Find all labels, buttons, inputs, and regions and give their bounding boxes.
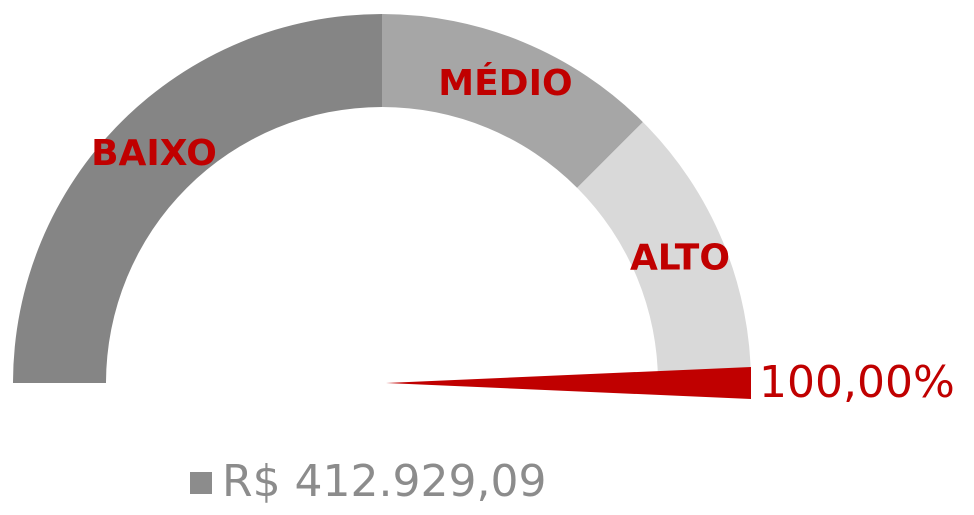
band-label: MÉDIO <box>438 62 572 104</box>
value-label: 100,00% <box>759 357 955 408</box>
gauge-band <box>577 122 751 383</box>
band-label: BAIXO <box>91 133 217 174</box>
legend-swatch <box>190 472 212 494</box>
gauge-band <box>13 14 382 383</box>
needle <box>386 367 751 399</box>
band-label: ALTO <box>630 238 730 279</box>
gauge-band <box>382 14 643 188</box>
legend-label: R$ 412.929,09 <box>222 456 546 507</box>
